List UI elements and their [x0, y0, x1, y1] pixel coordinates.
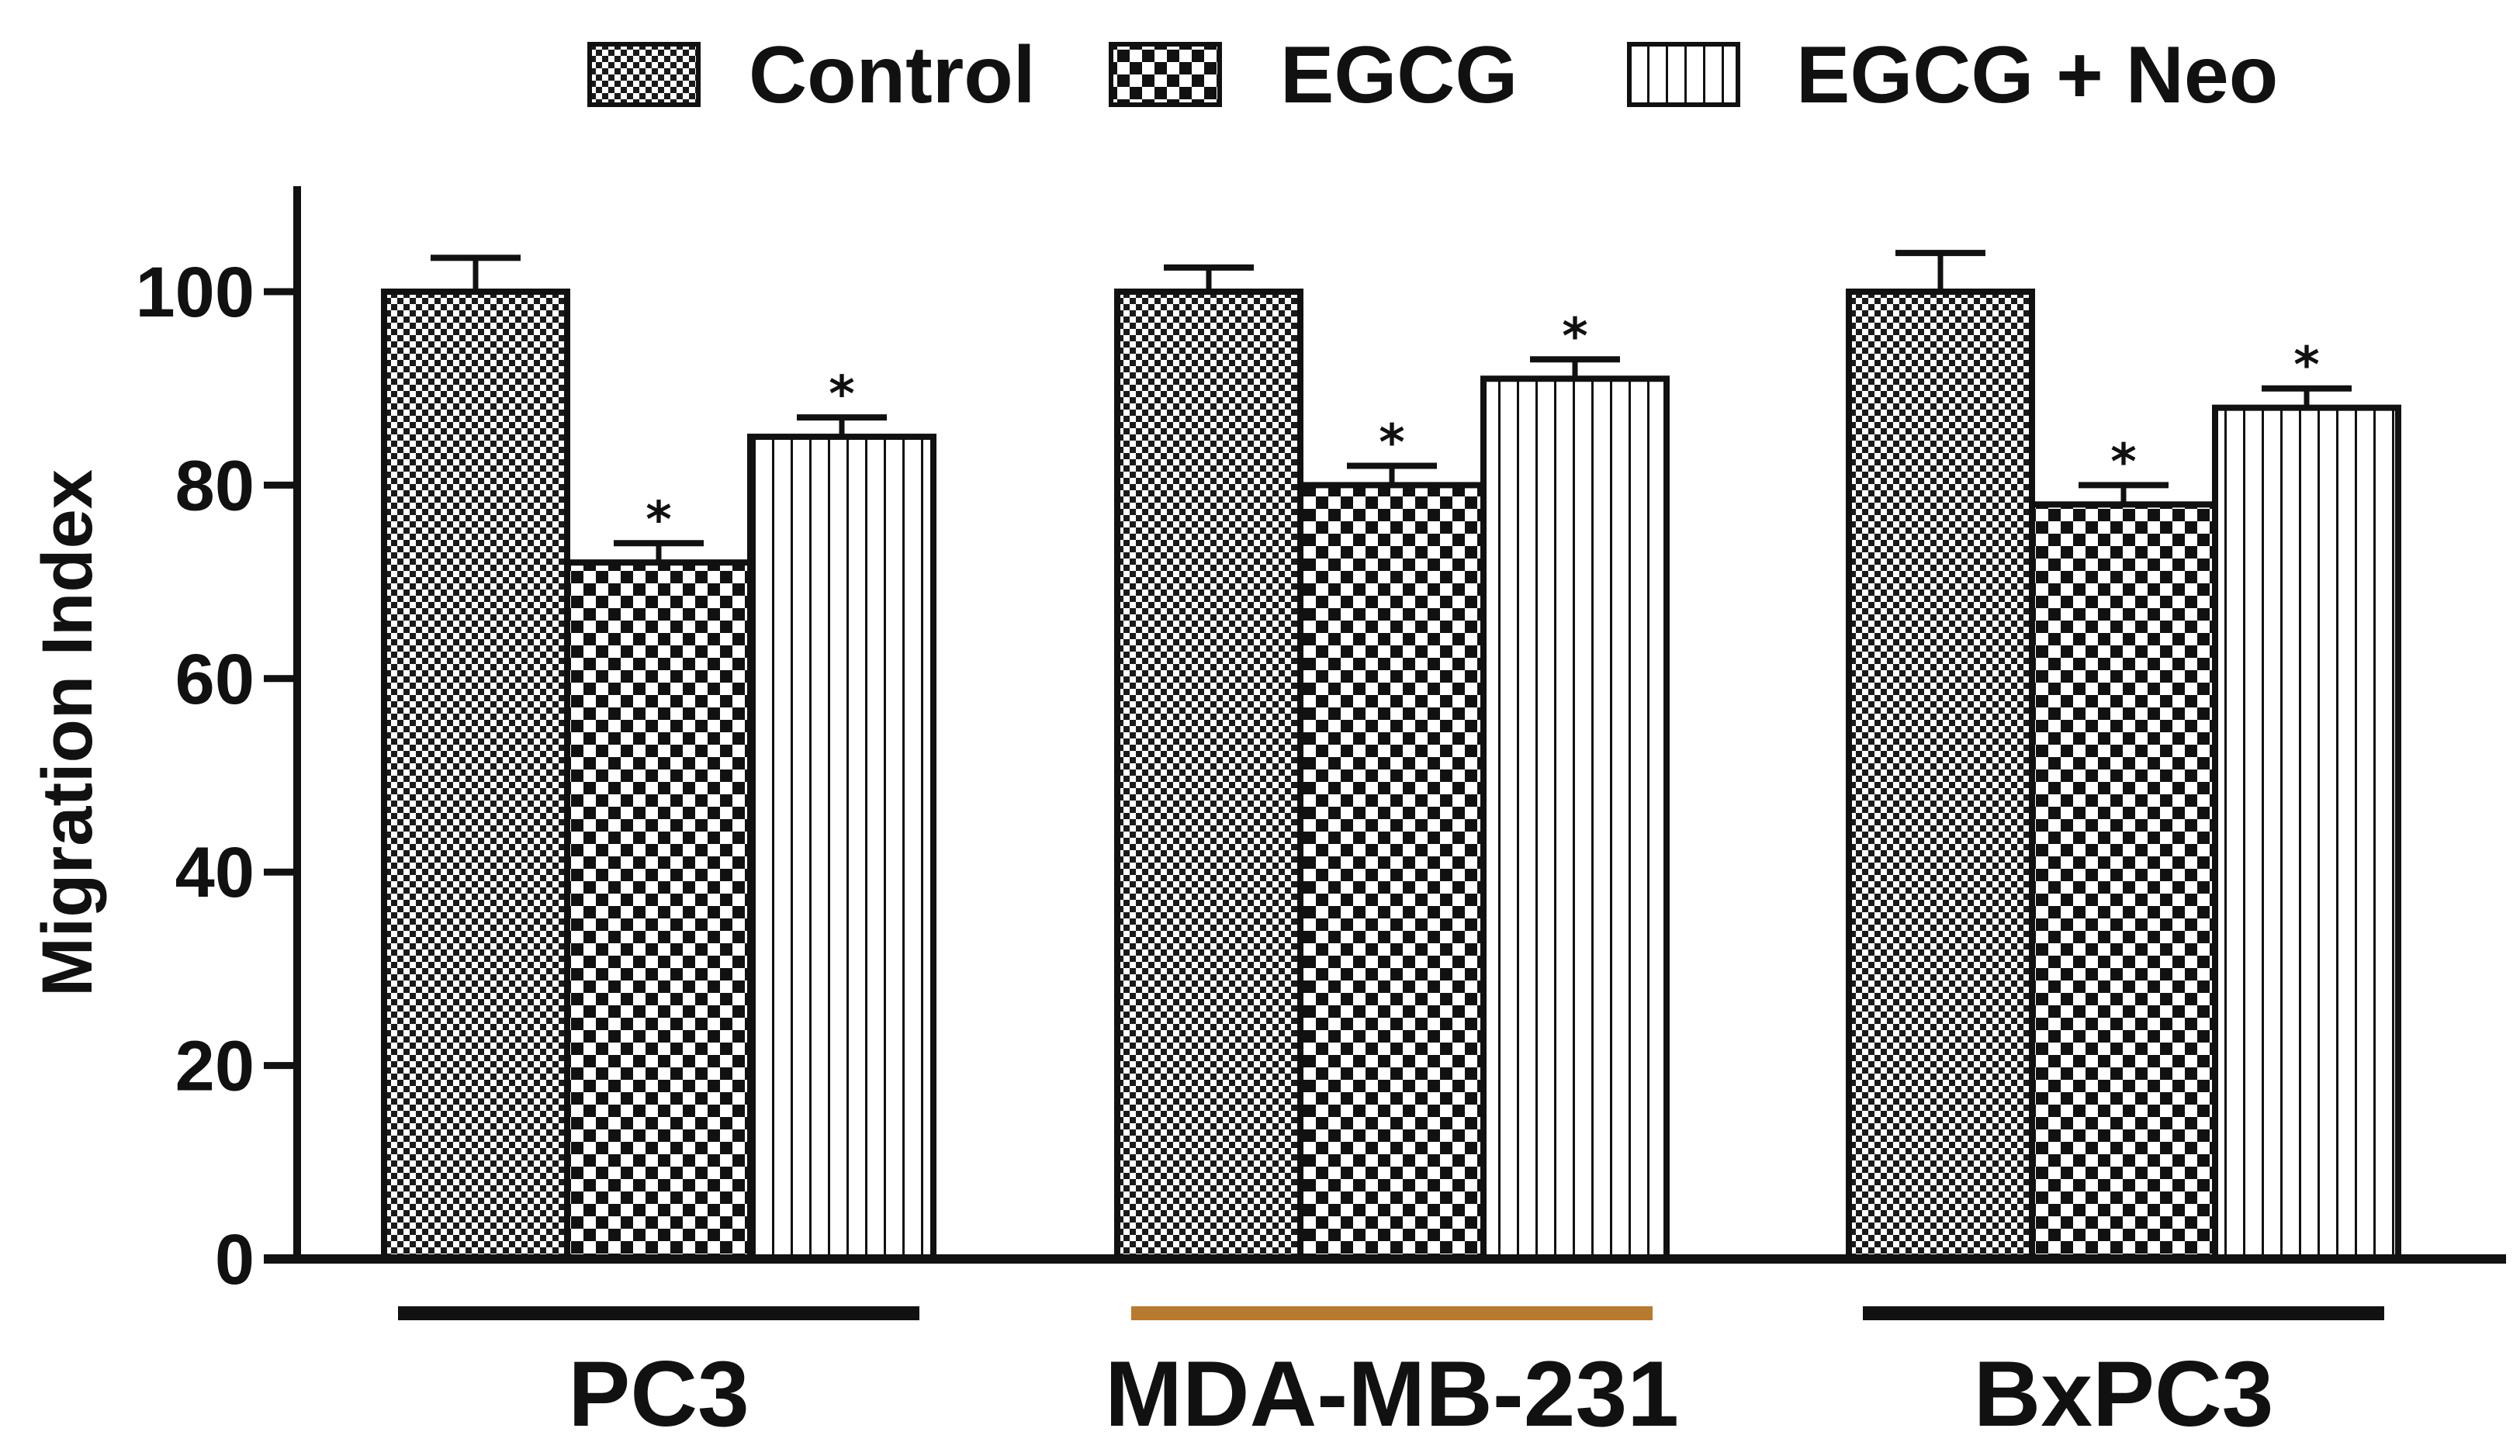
significance-marks: * * * * * *: [646, 308, 2319, 549]
y-tick-label-0: 0: [215, 1220, 254, 1299]
significance-mark-pc3-egcg-neo: *: [829, 366, 854, 424]
significance-mark-mda-mb-231-egcg-neo: *: [1562, 308, 1587, 365]
category-label-mda-mb-231: MDA-MB-231: [1105, 1342, 1679, 1446]
bar-bxpc3-control: [1846, 289, 2035, 1262]
bar-pc3-egcg-neo: [747, 434, 936, 1262]
legend-item-control: Control: [587, 30, 1036, 120]
legend: Control EGCG EGCG + Neo: [587, 30, 2278, 120]
legend-item-egcg: EGCG: [1109, 30, 1518, 120]
significance-mark-bxpc3-egcg-neo: *: [2293, 337, 2319, 395]
legend-label-egcg-neo: EGCG + Neo: [1796, 30, 2278, 120]
significance-mark-pc3-egcg: *: [646, 492, 671, 549]
category-groups: PC3 MDA-MB-231 BxPC3: [398, 1306, 2384, 1446]
bar-mda-mb-231-egcg: [1297, 482, 1487, 1262]
bar-mda-mb-231-control: [1114, 289, 1303, 1262]
y-axis-ticks: 0 20 40 60 80 100: [136, 253, 297, 1299]
y-tick-label-100: 100: [136, 253, 255, 332]
bar-mda-mb-231-egcg-neo: [1480, 375, 1670, 1263]
bar-pc3-egcg: [564, 559, 753, 1262]
legend-item-egcg-neo: EGCG + Neo: [1627, 30, 2278, 120]
category-label-pc3: PC3: [568, 1342, 749, 1446]
bar-bxpc3-egcg: [2029, 501, 2218, 1262]
y-tick-label-20: 20: [175, 1027, 254, 1106]
y-tick-label-80: 80: [175, 446, 254, 525]
legend-label-egcg: EGCG: [1280, 30, 1518, 120]
legend-swatch-egcg-neo: [1627, 42, 1740, 107]
y-tick-label-40: 40: [175, 833, 254, 912]
legend-label-control: Control: [749, 30, 1036, 120]
error-bars: [431, 250, 2352, 563]
y-axis-title: Migration Index: [28, 469, 107, 997]
category-label-bxpc3: BxPC3: [1974, 1342, 2274, 1446]
legend-swatch-control: [587, 42, 701, 107]
significance-mark-mda-mb-231-egcg: *: [1379, 414, 1404, 472]
significance-mark-bxpc3-egcg: *: [2110, 434, 2136, 491]
y-tick-label-60: 60: [175, 640, 254, 719]
bar-pc3-control: [381, 289, 570, 1262]
bar-bxpc3-egcg-neo: [2212, 404, 2401, 1262]
legend-swatch-egcg: [1109, 42, 1222, 107]
